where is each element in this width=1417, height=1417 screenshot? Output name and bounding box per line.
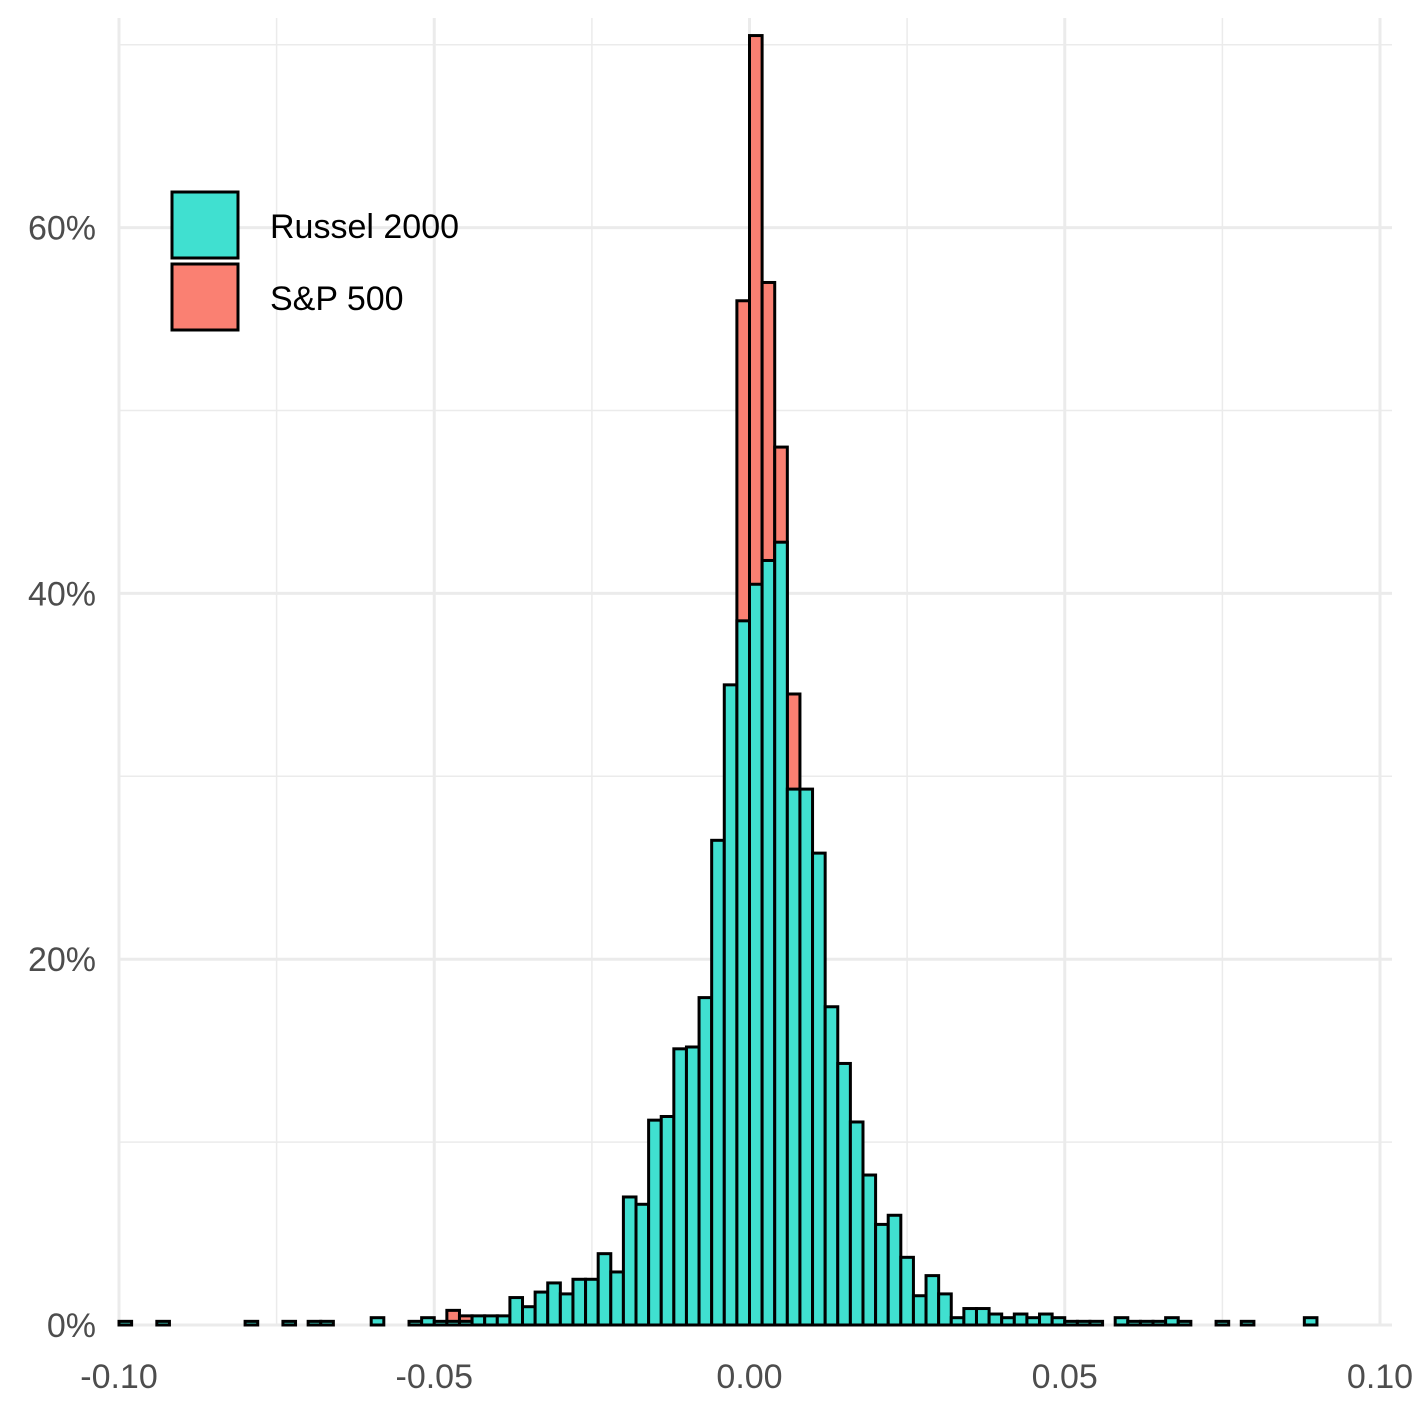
bar-russel-2000: [987, 1312, 1004, 1327]
bar-russel-2000: [1050, 1316, 1067, 1327]
bar-russel-2000: [1025, 1316, 1042, 1327]
bar-russel-2000: [1126, 1319, 1142, 1327]
bar-russel-2000: [760, 558, 777, 1327]
bar-russel-2000: [596, 1252, 613, 1327]
bar-russel-2000: [962, 1307, 978, 1327]
axis-labels: 0% 20% 40% 60% -0.10 -0.05 0.00 0.05 0.10: [28, 210, 1413, 1396]
bar-russel-2000: [1151, 1319, 1168, 1327]
bar-russel-2000: [1113, 1316, 1130, 1327]
bar-russel-2000: [1214, 1319, 1231, 1327]
bar-russel-2000: [634, 1202, 651, 1327]
bar-russel-2000: [1164, 1316, 1180, 1327]
bar-russel-2000: [647, 1118, 663, 1327]
bar-russel-2000: [483, 1314, 499, 1327]
bar-russel-2000: [558, 1292, 575, 1327]
bar-russel-2000: [546, 1281, 562, 1327]
y-tick-label: 40%: [28, 575, 96, 613]
bar-russel-2000: [1239, 1319, 1256, 1327]
y-tick-label: 0%: [47, 1307, 96, 1345]
bar-russel-2000: [899, 1255, 915, 1327]
bar-russel-2000: [521, 1305, 537, 1327]
bar-russel-2000: [697, 996, 714, 1327]
bar-russel-2000: [911, 1294, 928, 1327]
bar-russel-2000: [785, 787, 802, 1327]
y-tick-label: 60%: [28, 210, 96, 248]
bar-russel-2000: [874, 1222, 890, 1327]
bar-russel-2000: [659, 1114, 676, 1327]
legend-label: Russel 2000: [270, 208, 459, 246]
bar-russel-2000: [735, 619, 752, 1327]
bar-russel-2000: [848, 1120, 865, 1327]
y-tick-label: 20%: [28, 941, 96, 979]
bar-russel-2000: [571, 1277, 588, 1327]
bar-russel-2000: [420, 1316, 436, 1327]
x-tick-label: 0.05: [1032, 1358, 1098, 1396]
bar-russel-2000: [672, 1047, 688, 1327]
x-tick-label: -0.10: [80, 1358, 158, 1396]
x-tick-label: 0.00: [716, 1358, 782, 1396]
bar-russel-2000: [243, 1319, 260, 1327]
bar-russel-2000: [155, 1319, 171, 1327]
x-tick-label: -0.05: [396, 1358, 474, 1396]
bar-russel-2000: [1012, 1312, 1029, 1327]
bar-russel-2000: [722, 683, 739, 1327]
legend-swatch: [170, 262, 240, 332]
bar-russel-2000: [861, 1173, 878, 1327]
bar-russel-2000: [319, 1319, 335, 1327]
bar-russel-2000: [508, 1296, 525, 1327]
bar-russel-2000: [684, 1045, 701, 1327]
bar-russel-2000: [937, 1292, 953, 1327]
bar-russel-2000: [369, 1316, 386, 1327]
bar-russel-2000: [445, 1319, 461, 1327]
bar-russel-2000: [811, 851, 827, 1327]
bar-russel-2000: [621, 1195, 638, 1327]
x-tick-label: 0.10: [1347, 1358, 1413, 1396]
bar-russel-2000: [281, 1319, 298, 1327]
bar-russel-2000: [407, 1319, 424, 1327]
legend: Russel 2000 S&P 500: [170, 190, 459, 332]
legend-label: S&P 500: [270, 280, 404, 318]
bar-russel-2000: [609, 1270, 625, 1327]
bar-russel-2000: [1088, 1319, 1105, 1327]
bar-russel-2000: [1176, 1319, 1193, 1327]
histogram-bars: [117, 34, 1319, 1327]
bar-russel-2000: [533, 1290, 550, 1327]
bar-russel-2000: [949, 1316, 966, 1327]
bar-russel-2000: [974, 1307, 991, 1327]
bar-russel-2000: [823, 1005, 840, 1327]
bar-russel-2000: [584, 1277, 600, 1327]
bar-russel-2000: [1138, 1319, 1155, 1327]
bar-russel-2000: [457, 1319, 474, 1327]
bar-russel-2000: [117, 1319, 134, 1327]
bar-russel-2000: [432, 1319, 449, 1327]
bar-russel-2000: [1075, 1319, 1092, 1327]
bar-russel-2000: [1302, 1316, 1319, 1327]
bar-russel-2000: [748, 582, 764, 1327]
bar-russel-2000: [495, 1314, 512, 1327]
bar-russel-2000: [306, 1319, 323, 1327]
bar-russel-2000: [710, 838, 726, 1327]
bar-russel-2000: [798, 787, 815, 1327]
bar-russel-2000: [886, 1213, 903, 1327]
bar-russel-2000: [1063, 1319, 1079, 1327]
bar-russel-2000: [1000, 1316, 1016, 1327]
bar-russel-2000: [836, 1061, 852, 1327]
bar-russel-2000: [1038, 1312, 1054, 1327]
legend-swatch: [170, 190, 240, 260]
bar-russel-2000: [773, 540, 789, 1327]
bar-russel-2000: [924, 1274, 941, 1327]
bar-russel-2000: [470, 1314, 487, 1327]
